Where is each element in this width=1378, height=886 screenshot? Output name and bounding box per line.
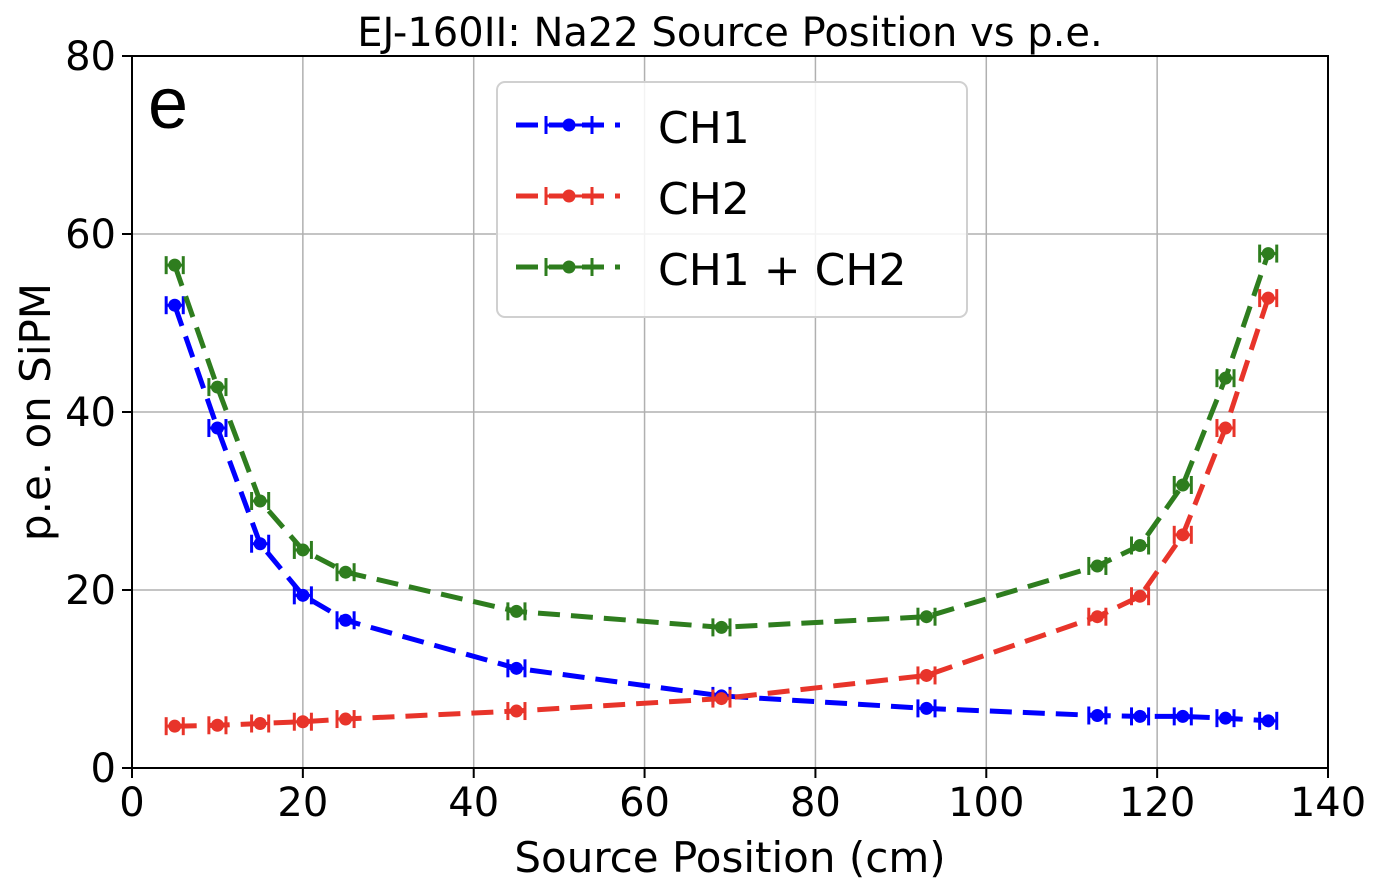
legend-label-ch2: CH2 [658,174,750,225]
data-point-ch2 [168,719,182,733]
data-point-ch1-ch2 [714,620,728,634]
data-point-ch1 [210,421,224,435]
legend-label-ch1: CH1 [658,103,750,154]
data-point-ch2 [339,712,353,726]
legend-point [562,260,576,274]
legend-label-ch1-ch2: CH1 + CH2 [658,245,906,296]
data-point-ch1 [1090,708,1104,722]
data-point-ch1 [296,588,310,602]
data-point-ch1 [253,537,267,551]
series-ch2 [164,289,1279,736]
series-ch1 [164,296,1279,730]
data-point-ch1-ch2 [1261,247,1275,261]
data-point-ch2 [210,718,224,732]
series-layer [164,244,1279,736]
panel-label: e [148,64,188,144]
y-tick-label: 60 [65,212,116,258]
data-point-ch1-ch2 [1133,539,1147,552]
data-point-ch1 [339,613,353,627]
data-point-ch1-ch2 [919,610,933,624]
x-axis-label: Source Position (cm) [514,833,945,882]
legend-marker-ch1-ch2 [516,258,620,276]
data-point-ch1-ch2 [1090,559,1104,573]
legend-box [496,81,968,318]
y-tick-label: 20 [65,568,116,614]
chart-title: EJ-160II: Na22 Source Position vs p.e. [357,10,1102,56]
legend-marker-ch2 [516,187,620,205]
legend: CH1 CH2 CH1 + CH2 [496,81,968,318]
data-point-ch1-ch2 [168,258,182,272]
data-point-ch1 [1261,714,1275,728]
data-point-ch1 [1176,709,1190,723]
axis-ticks: 0 20 40 60 80 100 120 140 0 20 40 60 80 [65,34,1366,826]
legend-marker-ch1 [516,116,620,134]
data-point-ch1-ch2 [509,604,523,618]
data-point-ch1 [168,298,182,312]
data-point-ch2 [919,668,933,682]
data-point-ch2 [1133,589,1147,603]
data-point-ch1-ch2 [1218,371,1232,385]
y-tick-label: 80 [65,34,116,80]
data-point-ch1 [509,661,523,675]
data-point-ch2 [296,715,310,729]
data-point-ch2 [1261,291,1275,305]
x-tick-label: 100 [948,780,1024,826]
data-point-ch1-ch2 [210,380,224,394]
x-tick-label: 20 [277,780,328,826]
x-tick-label: 0 [119,780,144,826]
data-point-ch2 [1090,610,1104,624]
legend-point [562,118,576,132]
data-point-ch1-ch2 [253,494,267,508]
data-point-ch1 [1133,709,1147,723]
x-tick-label: 120 [1119,780,1195,826]
x-tick-label: 80 [790,780,841,826]
data-point-ch1 [919,701,933,715]
legend-point [562,189,576,203]
data-point-ch2 [1176,528,1190,542]
data-point-ch2 [714,692,728,706]
y-axis-label: p.e. on SiPM [11,283,60,541]
x-tick-label: 40 [448,780,499,826]
x-tick-label: 60 [619,780,670,826]
data-point-ch2 [1218,421,1232,435]
data-point-ch1-ch2 [1176,478,1190,492]
data-point-ch2 [509,704,523,718]
x-tick-label: 140 [1290,780,1366,826]
series-ch1-ch2 [164,244,1279,637]
y-tick-label: 0 [91,746,116,792]
data-point-ch1 [1218,711,1232,725]
data-point-ch2 [253,717,267,730]
data-point-ch1-ch2 [296,543,310,557]
data-point-ch1-ch2 [339,565,353,579]
y-tick-label: 40 [65,390,116,436]
